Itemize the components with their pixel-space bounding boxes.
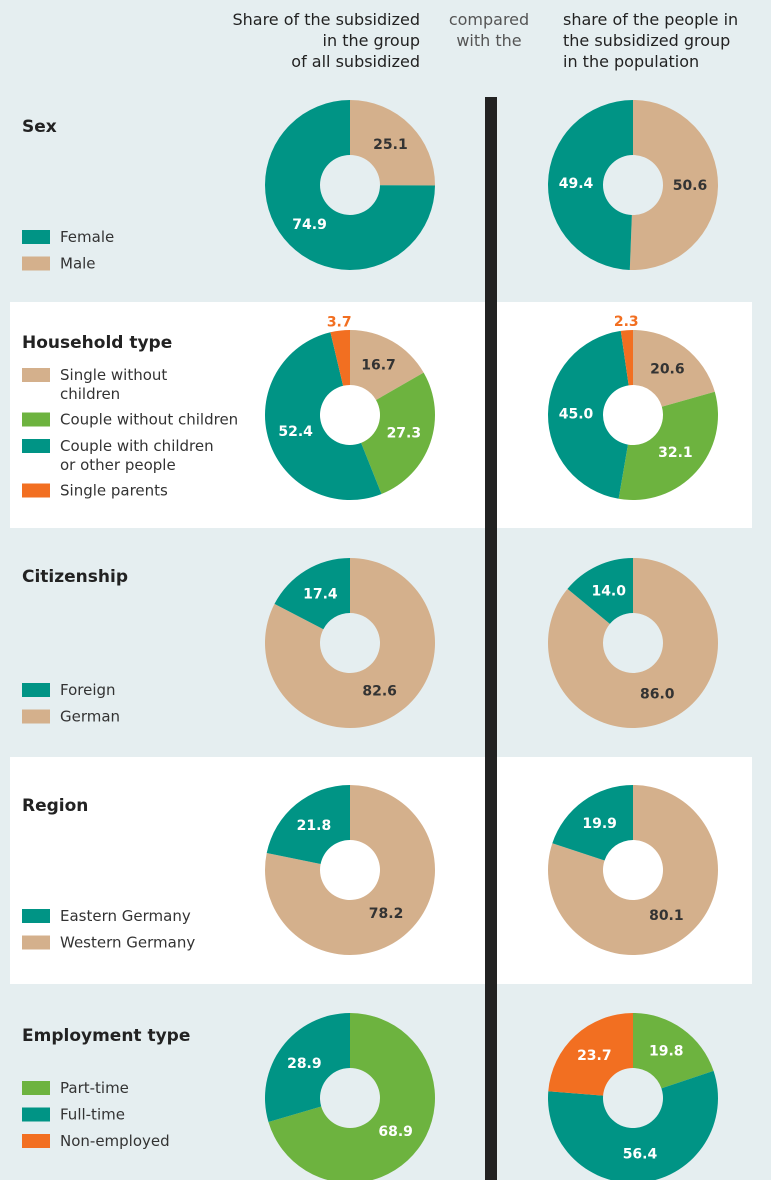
legend-label: Couple without children [60,410,238,428]
slice [266,785,350,865]
legend-label: Male [60,254,96,272]
value-label: 32.1 [658,445,693,461]
legend-swatch [22,439,50,453]
slice [552,785,633,861]
legend-swatch [22,368,50,382]
value-label: 19.9 [582,816,617,832]
legend-swatch [22,412,50,427]
section-title: Household type [22,333,172,353]
header-left: Share of the subsidized in the group of al… [232,10,420,71]
value-label: 27.3 [387,426,422,442]
slice [274,558,350,630]
legend-swatch [22,1107,50,1122]
slice [548,100,633,270]
value-label: 86.0 [640,687,675,703]
legend-label: Female [60,228,114,246]
section-title: Employment type [22,1026,190,1046]
slice [265,332,382,500]
slice [330,330,350,386]
value-label: 17.4 [303,586,338,602]
value-label: 45.0 [559,406,594,422]
value-label: 14.0 [591,583,626,599]
slice [618,391,718,500]
value-label: 68.9 [378,1124,413,1140]
legend-label: Non-employed [60,1132,170,1150]
header-right: share of the people in the subsidized gro… [563,10,738,71]
slice [268,1013,435,1180]
value-label: 56.4 [623,1147,658,1163]
value-label: 49.4 [559,176,594,192]
slice [629,100,719,270]
section-title: Region [22,796,88,816]
slice [265,558,435,728]
slice [633,330,715,407]
value-label: 23.7 [577,1048,612,1064]
value-label: 20.6 [650,362,685,378]
legend-swatch [22,683,50,697]
legend-label: Part-time [60,1079,129,1097]
slice [265,785,435,956]
value-label: 78.2 [369,906,404,922]
section-title: Citizenship [22,567,128,587]
slice [548,785,719,955]
divider [485,97,497,1180]
slice [548,330,629,499]
slice [548,1070,718,1180]
legend-label: Single without children [60,366,167,403]
slice [265,1013,350,1122]
legend-label: Eastern Germany [60,907,191,925]
legend-label: Couple with children or other people [60,437,214,474]
legend-swatch [22,483,50,498]
value-label: 82.6 [362,684,397,700]
value-label: 52.4 [278,424,313,440]
value-label: 21.8 [297,818,332,834]
slice [548,1013,633,1096]
slice [633,1013,714,1089]
slice [265,100,435,270]
value-label: 74.9 [292,217,327,233]
legend-label: Full-time [60,1105,125,1123]
legend-label: Western Germany [60,933,195,951]
value-label: 28.9 [287,1056,322,1072]
legend-swatch [22,230,50,244]
slice [350,330,424,401]
legend-label: Foreign [60,681,116,699]
slice [567,558,633,624]
legend-swatch [22,1134,50,1148]
section-title: Sex [22,117,57,137]
legend-swatch [22,935,50,950]
value-label: 19.8 [649,1044,684,1060]
value-label: 50.6 [673,178,708,194]
header-middle: compared with the [449,10,529,50]
legend-swatch [22,256,50,271]
value-label: 16.7 [361,358,396,374]
slice [620,330,633,386]
slice [361,372,435,494]
slice [350,100,435,186]
value-label: 2.3 [614,314,639,330]
value-label: 25.1 [373,137,408,153]
legend-swatch [22,909,50,923]
legend-swatch [22,1081,50,1095]
value-label: 3.7 [327,315,352,331]
value-label: 80.1 [649,908,684,924]
legend-label: Single parents [60,481,168,499]
legend-label: German [60,707,120,725]
legend-swatch [22,709,50,724]
slice [548,558,718,728]
